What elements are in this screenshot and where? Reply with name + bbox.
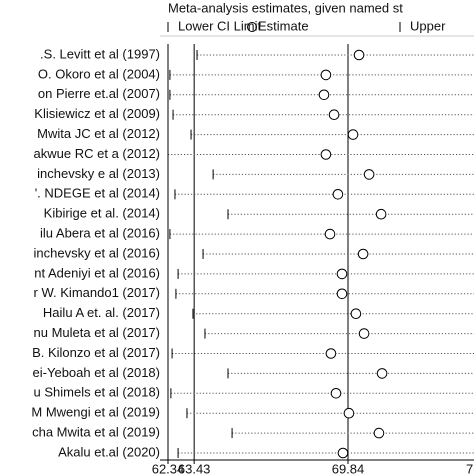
estimate — [347, 129, 359, 140]
study-label: Akalu et.al (2020) — [58, 444, 160, 459]
estimate — [318, 89, 330, 101]
study-label: ei-Yeboah et al (2018) — [33, 365, 160, 380]
estimate — [320, 149, 332, 160]
x-tick-label: 63.43 — [178, 461, 211, 474]
legend-label: Lower CI Limit — [178, 18, 261, 33]
study-label: nu Muleta et al (2017) — [34, 325, 160, 340]
study-label: r W. Kimando1 (2017) — [34, 285, 160, 300]
estimate — [358, 328, 370, 339]
x-tick-label: 62.34 — [152, 461, 185, 474]
legend-symbol — [247, 22, 257, 32]
study-label: O. Okoro et al (2004) — [38, 66, 160, 81]
legend-label: Estimate — [258, 18, 309, 33]
estimate — [375, 208, 387, 220]
estimate — [353, 49, 365, 61]
study-label: Mwita JC et al (2012) — [37, 126, 160, 141]
estimate — [336, 268, 348, 280]
estimate — [328, 109, 340, 120]
study-label: B. Kilonzo et al (2017) — [32, 345, 160, 360]
study-label: Hailu A et. al. (2017) — [43, 305, 160, 320]
estimate — [363, 169, 375, 180]
study-label: cha Mwita et al (2019) — [32, 425, 160, 440]
study-label: nt Adeniyi et al (2016) — [34, 265, 160, 280]
study-label: akwue RC et a (2012) — [34, 146, 160, 161]
study-label: u Shimels et al (2018) — [34, 385, 160, 400]
x-tick-label: 69.84 — [332, 461, 365, 474]
legend-label: Upper — [410, 18, 446, 33]
estimate — [357, 248, 369, 260]
estimate — [376, 368, 388, 379]
study-label: M Mwengi et al (2019) — [31, 405, 160, 420]
estimate — [343, 407, 355, 419]
chart-title: Meta-analysis estimates, given named st — [168, 0, 403, 15]
estimate — [337, 447, 349, 459]
study-label: inchevsky et al (2016) — [34, 245, 160, 260]
study-label: ilu Abera et al (2016) — [40, 226, 160, 241]
study-label: inchevsky e al (2013) — [37, 166, 160, 181]
study-label: .S. Levitt et al (1997) — [40, 46, 160, 61]
study-label: on Pierre et.al (2007) — [38, 86, 160, 101]
estimate — [350, 308, 362, 320]
study-label: Kibirige et al. (2014) — [44, 206, 160, 221]
estimate — [320, 69, 332, 81]
estimate — [336, 288, 348, 300]
study-label: '. NDEGE et al (2014) — [35, 186, 160, 201]
x-tick-label: 76.25 — [466, 461, 474, 474]
estimate — [330, 388, 342, 399]
estimate — [373, 427, 385, 439]
estimate — [325, 348, 337, 359]
estimate — [324, 228, 336, 240]
estimate — [332, 189, 344, 200]
study-label: Klisiewicz et al (2009) — [34, 106, 160, 121]
